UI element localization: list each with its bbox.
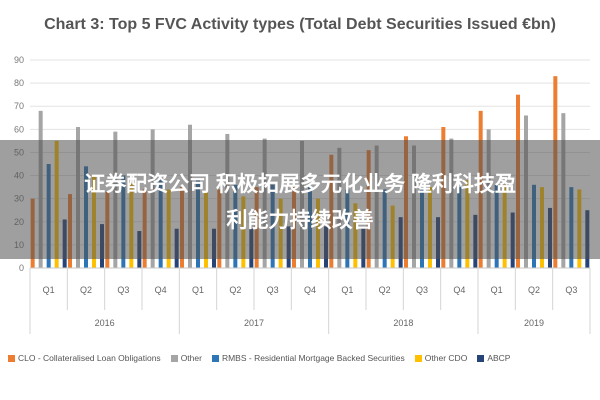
x-tick-label: Q1 [192,285,204,295]
x-tick-label: Q2 [528,285,540,295]
legend-item: Other [170,352,202,364]
y-tick-label: 60 [14,124,24,134]
y-tick-label: 80 [14,78,24,88]
overlay-headline-line1: 证券配资公司 积极拓展多元化业务 隆利科技盈 [84,173,516,196]
x-tick-label: Q3 [117,285,129,295]
x-tick-label: Q4 [453,285,465,295]
legend-item: CLO - Collateralised Loan Obligations [8,352,161,363]
x-tick-label: Q1 [491,285,503,295]
overlay-headline-line2: 利能力持续改善 [226,209,374,232]
y-tick-label: 90 [14,55,24,65]
x-tick-label: Q1 [341,285,353,295]
legend-label: RMBS - Residential Mortgage Backed Secur… [221,353,405,364]
legend-item: Other CDO [414,352,468,364]
x-tick-label: Q2 [229,285,241,295]
x-tick-label: Q3 [565,285,577,295]
legend-swatch [170,354,178,362]
legend-label: Other CDO [424,353,468,364]
x-group-label: 2018 [393,318,413,328]
y-tick-label: 0 [19,263,24,273]
legend-label: Other [180,353,202,364]
x-tick-label: Q1 [43,285,55,295]
x-tick-label: Q2 [80,285,92,295]
x-group-label: 2016 [95,318,115,328]
legend-item: ABCP [477,352,510,363]
chart-title: Chart 3: Top 5 FVC Activity types (Total… [44,16,556,33]
legend-swatch [414,354,422,362]
legend-item: RMBS - Residential Mortgage Backed Secur… [211,352,405,364]
x-group-label: 2019 [524,318,544,328]
x-tick-label: Q4 [304,285,316,295]
legend-label: ABCP [487,353,511,364]
x-tick-label: Q4 [155,285,167,295]
legend-label: CLO - Collateralised Loan Obligations [18,353,161,364]
overlay-banner [0,140,600,259]
legend-swatch [8,354,15,362]
x-tick-label: Q2 [379,285,391,295]
x-tick-label: Q3 [267,285,279,295]
y-tick-label: 70 [14,101,24,111]
x-tick-label: Q3 [416,285,428,295]
legend-swatch [211,354,219,362]
legend-swatch [477,354,485,362]
x-group-label: 2017 [244,318,264,328]
chart-legend: CLO - Collateralised Loan Obligations Oth… [8,352,598,368]
